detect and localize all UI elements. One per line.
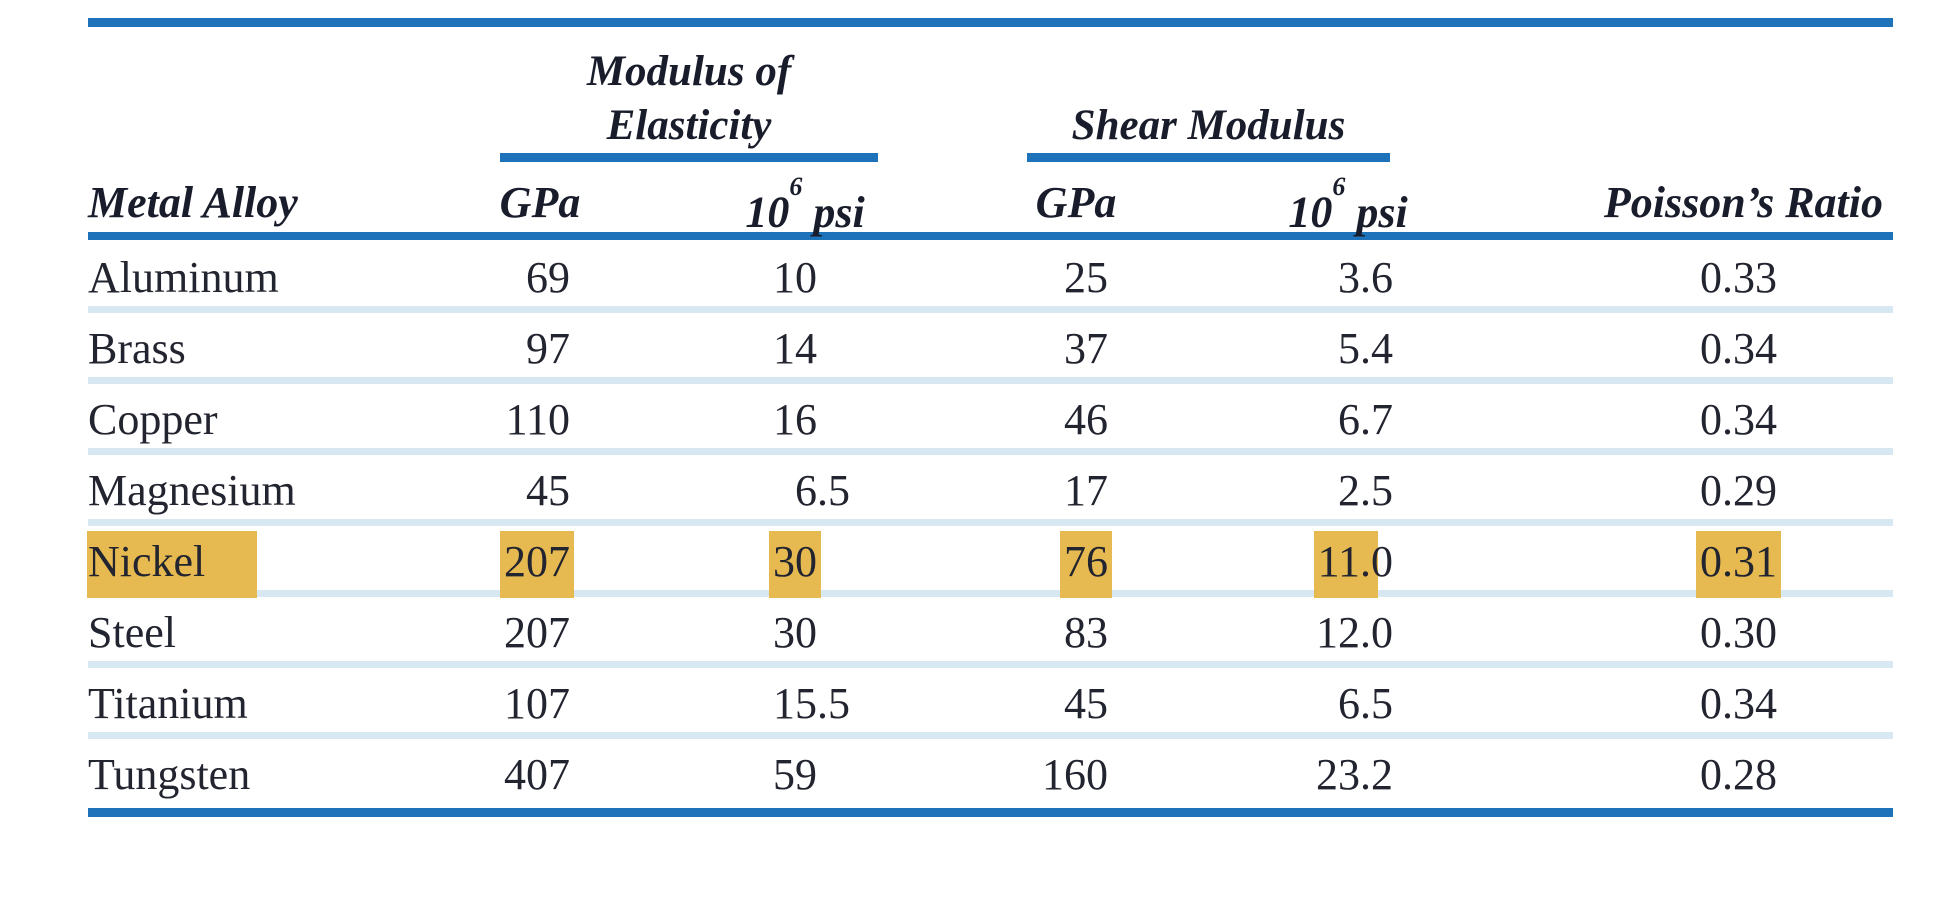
cell-e_psi: 30: [773, 537, 817, 586]
cell-e_gpa: 45: [526, 466, 570, 515]
cell-e_psi: 14: [773, 324, 817, 373]
table-row: Steel 207 30 83 12.0 0.30: [88, 595, 1893, 666]
cell-e_gpa: 107: [504, 679, 570, 728]
row-separator: [88, 377, 1893, 384]
row-separator: [88, 661, 1893, 668]
cell-alloy: Steel: [88, 608, 176, 657]
table-top-rule: [88, 18, 1893, 27]
header-rule: [88, 232, 1893, 240]
cell-g_psi: 11.0: [1317, 537, 1393, 586]
cell-g_gpa: 46: [1064, 395, 1108, 444]
table-row: Nickel 207 30 76 11.0 0.31: [88, 524, 1893, 595]
cell-g_gpa: 37: [1064, 324, 1108, 373]
properties-table: Modulus of Elasticity Shear Modulus Meta…: [88, 18, 1893, 817]
cell-g_psi: 12.0: [1316, 608, 1393, 657]
cell-poisson: 0.34: [1700, 324, 1777, 373]
psi-base: 10: [745, 187, 790, 237]
column-header-shear-psi: 106 psi: [1288, 172, 1408, 238]
table-row: Brass 97 14 37 5.4 0.34: [88, 311, 1893, 382]
psi-unit: psi: [813, 187, 865, 237]
cell-e_gpa: 407: [504, 750, 570, 799]
cell-poisson: 0.30: [1700, 608, 1777, 657]
cell-alloy: Tungsten: [88, 750, 251, 799]
cell-e_gpa: 97: [526, 324, 570, 373]
column-header-elastic-gpa: GPa: [499, 178, 581, 227]
cell-e_gpa: 207: [504, 608, 570, 657]
column-header-elastic-psi: 106 psi: [745, 172, 865, 238]
cell-alloy: Brass: [88, 324, 186, 373]
cell-poisson: 0.31: [1700, 537, 1777, 586]
cell-e_gpa: 110: [505, 395, 570, 444]
psi-base: 10: [1288, 187, 1333, 237]
psi-exponent: 6: [1332, 172, 1346, 201]
group-header-line: Shear Modulus: [1071, 102, 1346, 149]
row-separator: [88, 519, 1893, 526]
column-header-shear-gpa: GPa: [1035, 178, 1117, 227]
cell-e_psi: 59: [773, 750, 817, 799]
row-separator: [88, 590, 1893, 597]
cell-e_psi: 10: [773, 253, 817, 302]
cell-alloy: Aluminum: [88, 253, 279, 302]
cell-g_gpa: 25: [1064, 253, 1108, 302]
group-header-shear-modulus: Shear Modulus: [1027, 45, 1390, 162]
cell-alloy: Titanium: [88, 679, 248, 728]
row-separator: [88, 306, 1893, 313]
table-header: Modulus of Elasticity Shear Modulus Meta…: [88, 27, 1893, 237]
group-header-modulus-of-elasticity: Modulus of Elasticity: [500, 45, 878, 162]
group-header-line: Elasticity: [606, 102, 772, 149]
table-row: Titanium 107 15.5 45 6.5 0.34: [88, 666, 1893, 737]
cell-g_gpa: 45: [1064, 679, 1108, 728]
table-row: Tungsten 407 59 160 23.2 0.28: [88, 737, 1893, 808]
cell-alloy: Nickel: [88, 537, 206, 586]
psi-exponent: 6: [789, 172, 803, 201]
cell-e_psi: 30: [773, 608, 817, 657]
cell-g_psi: 3.6: [1338, 253, 1393, 302]
row-separator: [88, 732, 1893, 739]
table-row: Copper 110 16 46 6.7 0.34: [88, 382, 1893, 453]
cell-g_gpa: 83: [1064, 608, 1108, 657]
row-separator: [88, 448, 1893, 455]
cell-poisson: 0.33: [1700, 253, 1777, 302]
cell-e_psi: 16: [773, 395, 817, 444]
cell-g_psi: 5.4: [1338, 324, 1393, 373]
cell-e_gpa: 207: [504, 537, 570, 586]
table-row: Magnesium 45 6.5 17 2.5 0.29: [88, 453, 1893, 524]
cell-g_gpa: 76: [1064, 537, 1108, 586]
cell-g_psi: 6.7: [1338, 395, 1393, 444]
cell-poisson: 0.34: [1700, 395, 1777, 444]
column-header-metal-alloy: Metal Alloy: [88, 178, 298, 227]
cell-g_psi: 6.5: [1338, 679, 1393, 728]
cell-alloy: Magnesium: [88, 466, 296, 515]
cell-e_psi: 6.5: [795, 466, 850, 515]
table-row: Aluminum 69 10 25 3.6 0.33: [88, 240, 1893, 311]
cell-alloy: Copper: [88, 395, 218, 444]
cell-poisson: 0.29: [1700, 466, 1777, 515]
cell-g_psi: 23.2: [1316, 750, 1393, 799]
cell-g_gpa: 160: [1042, 750, 1108, 799]
cell-g_psi: 2.5: [1338, 466, 1393, 515]
cell-e_gpa: 69: [526, 253, 570, 302]
group-header-line: Modulus of: [586, 48, 792, 95]
column-header-poissons-ratio: Poisson’s Ratio: [1603, 178, 1883, 227]
psi-unit: psi: [1356, 187, 1408, 237]
cell-poisson: 0.34: [1700, 679, 1777, 728]
cell-g_gpa: 17: [1064, 466, 1108, 515]
cell-poisson: 0.28: [1700, 750, 1777, 799]
table-body: Aluminum 69 10 25 3.6 0.33 Brass 97 14 37 5.4 0.34 C…: [88, 240, 1893, 808]
table-bottom-rule: [88, 808, 1893, 817]
cell-e_psi: 15.5: [773, 679, 850, 728]
